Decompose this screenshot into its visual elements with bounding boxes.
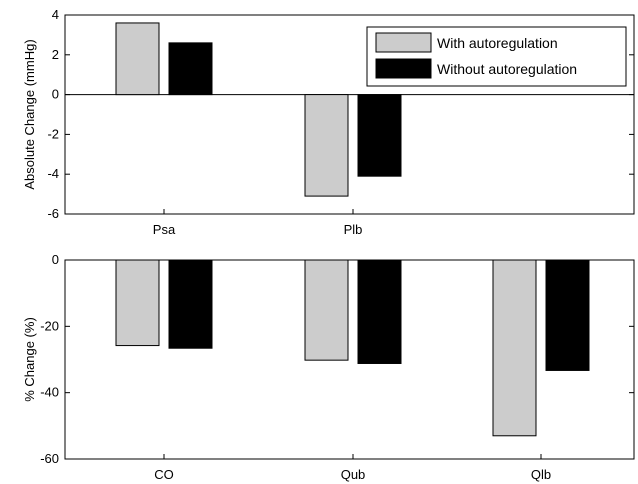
top-bar-plb-with-autoregulation (304, 94, 349, 197)
top-y-tick-label: 0 (52, 87, 59, 102)
bottom-bar-co-without-autoregulation (168, 259, 213, 349)
top-bar-psa-without-autoregulation (168, 42, 213, 96)
bottom-bar-qlb-with-autoregulation (492, 259, 537, 437)
bottom-bar-qlb-without-autoregulation (545, 259, 590, 371)
bottom-y-tick-label: -20 (40, 318, 59, 333)
bottom-x-tick-label-co: CO (154, 467, 174, 482)
bottom-y-tick-label: 0 (52, 252, 59, 267)
bottom-y-tick-label: -40 (40, 385, 59, 400)
legend-label-without-autoregulation: Without autoregulation (437, 61, 577, 77)
bottom-y-axis-label: % Change (%) (22, 317, 37, 402)
top-bar-psa-with-autoregulation (115, 22, 160, 96)
bottom-bar-co-with-autoregulation (115, 259, 160, 347)
legend-swatch-without-autoregulation (375, 58, 432, 79)
top-y-axis-label: Absolute Change (mmHg) (22, 39, 37, 189)
top-x-tick-label-plb: Plb (344, 222, 363, 237)
legend: With autoregulation Without autoregulati… (366, 26, 627, 87)
legend-swatch-with-autoregulation (375, 32, 432, 53)
bottom-y-tick-label: -60 (40, 451, 59, 466)
bottom-x-tick-label-qlb: Qlb (531, 467, 551, 482)
top-chart: 4 2 0 -2 -4 -6 Psa Plb Absolute Change (mmHg) (22, 7, 635, 237)
top-bar-plb-without-autoregulation (357, 94, 402, 177)
legend-label-with-autoregulation: With autoregulation (437, 35, 558, 51)
top-y-tick-label: -4 (47, 166, 59, 181)
top-y-tick-label: 4 (52, 7, 59, 22)
bottom-bar-qub-with-autoregulation (304, 259, 349, 361)
bottom-chart: 0 -20 -40 -60 CO Qub Qlb % Change (%) (22, 252, 635, 482)
bottom-x-tick-label-qub: Qub (341, 467, 366, 482)
bottom-axes-frame (64, 259, 635, 460)
top-y-tick-label: -6 (47, 206, 59, 221)
top-axes-frame (64, 14, 635, 215)
top-x-tick-label-psa: Psa (153, 222, 176, 237)
bottom-bar-qub-without-autoregulation (357, 259, 402, 364)
top-y-tick-label: -2 (47, 126, 59, 141)
top-y-tick-label: 2 (52, 47, 59, 62)
